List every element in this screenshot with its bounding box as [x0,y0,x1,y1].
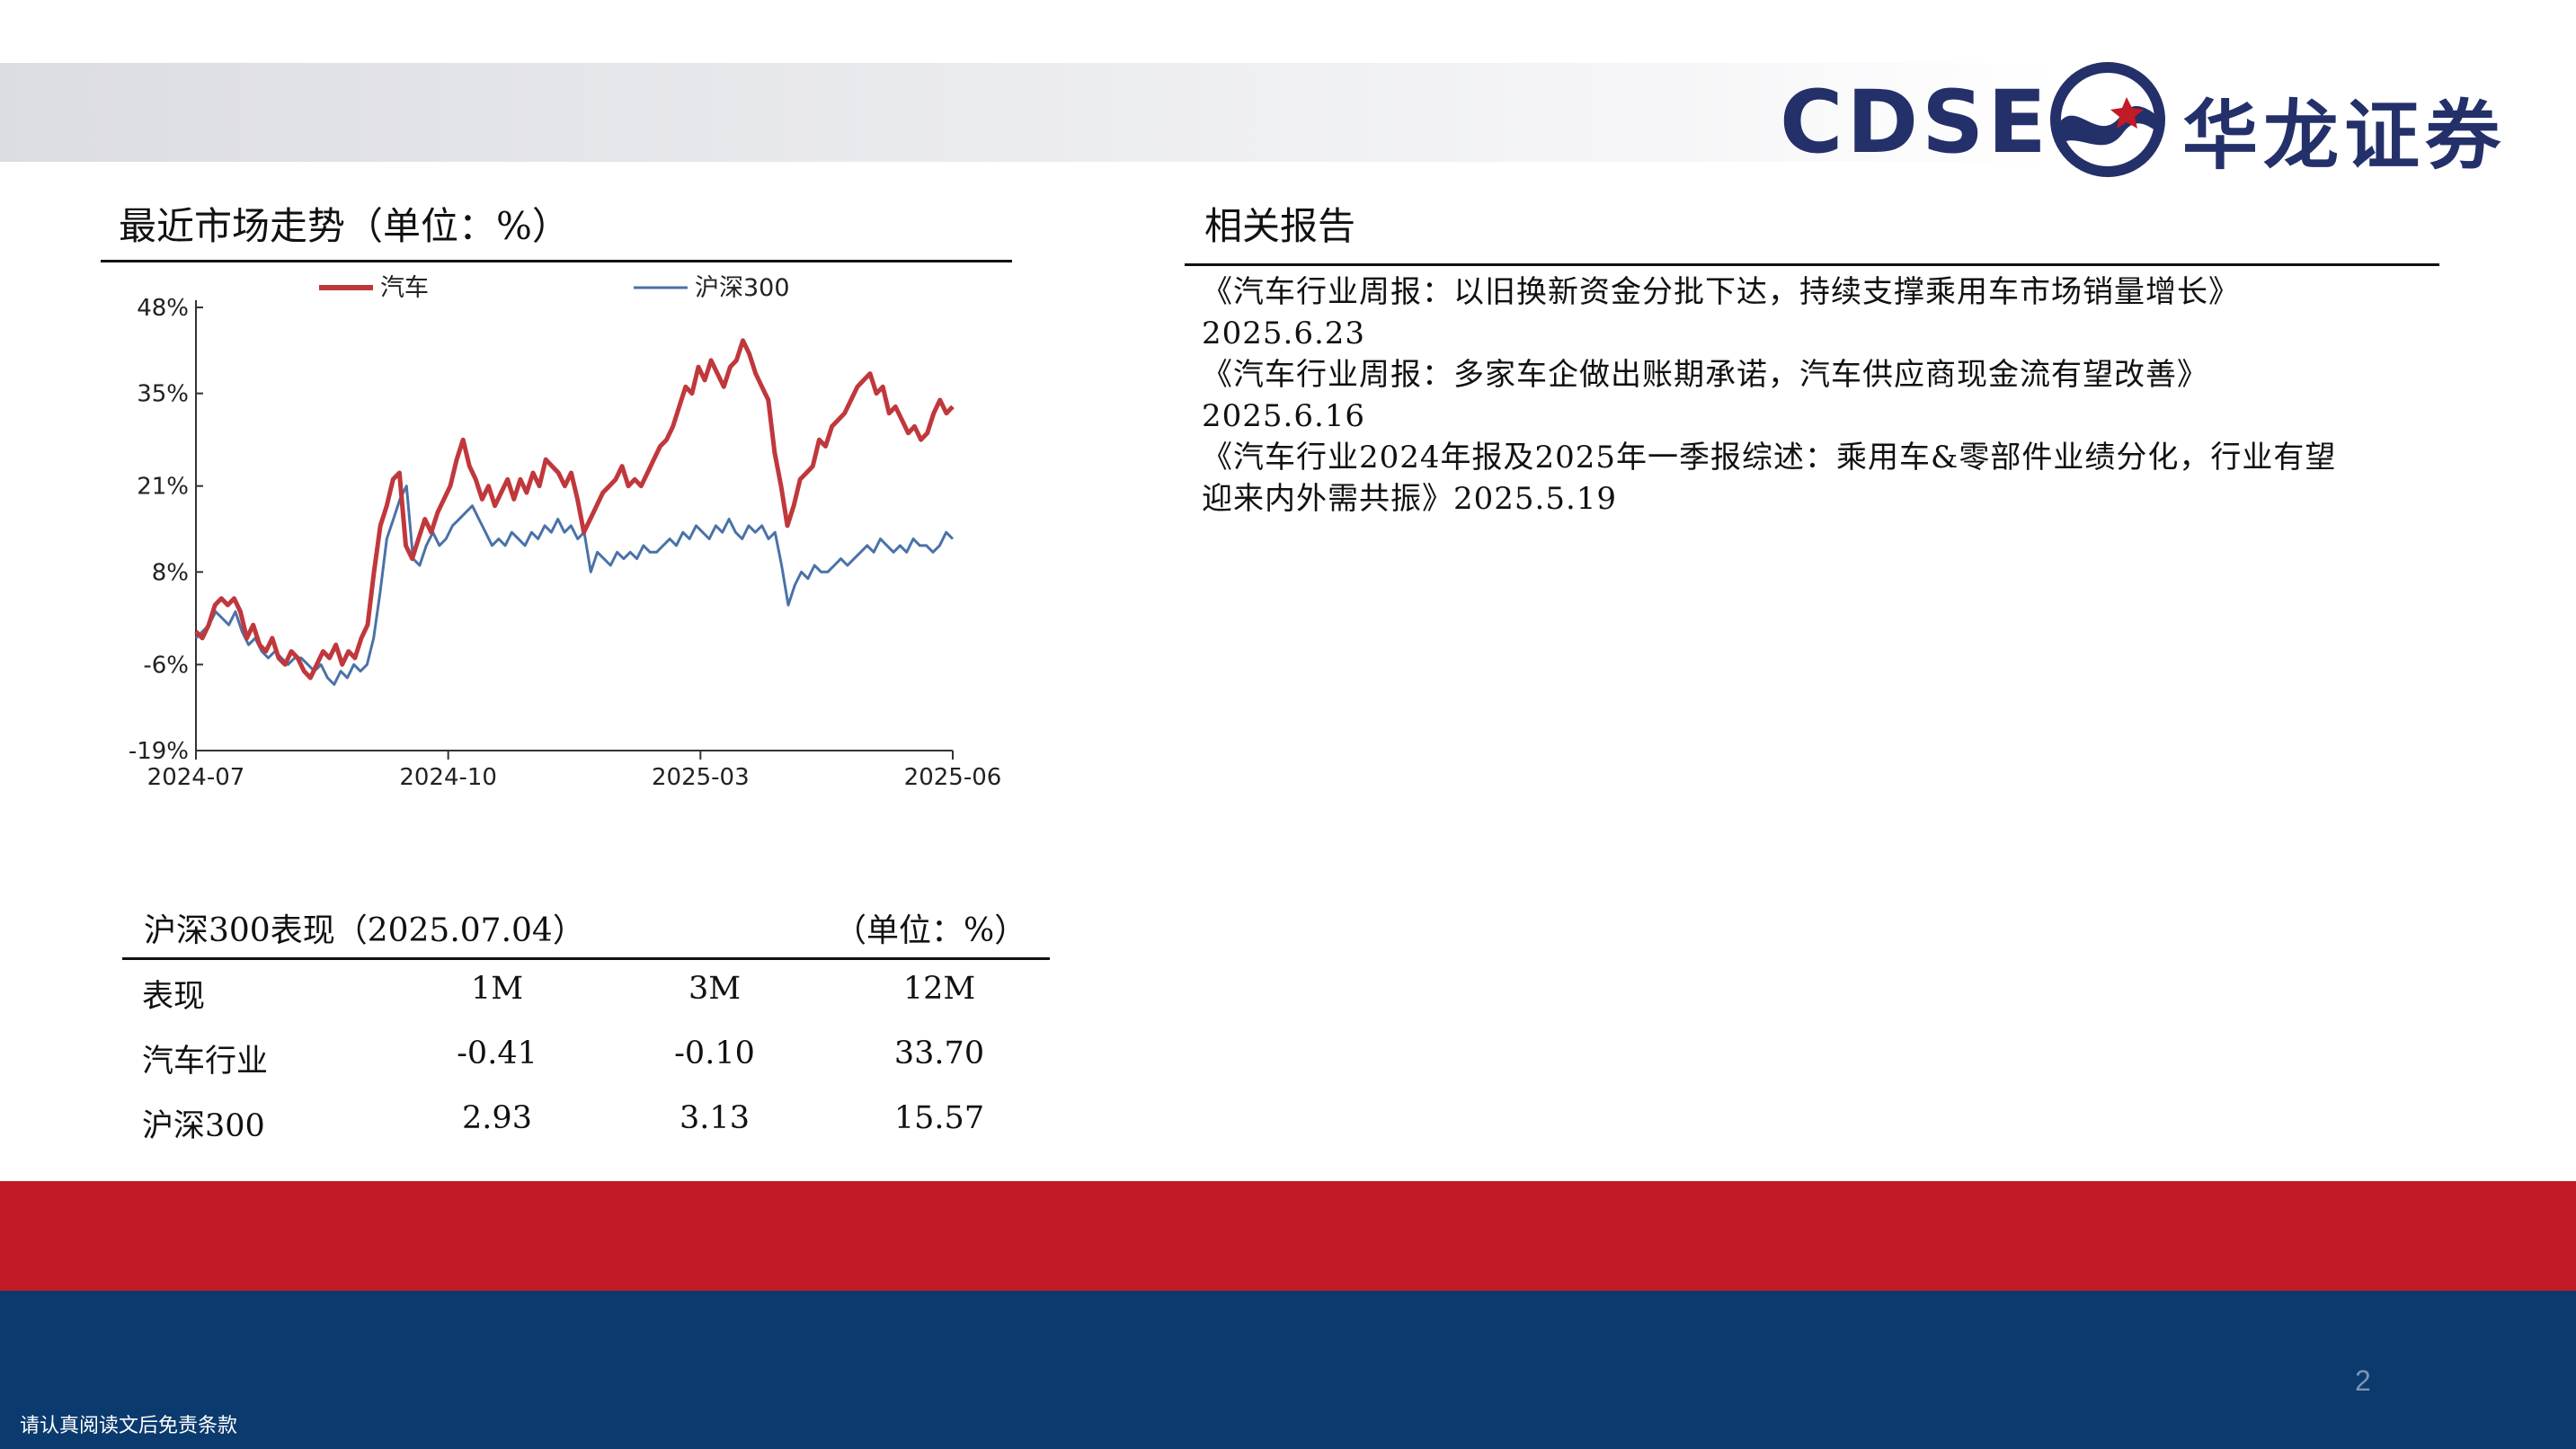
y-tick-label: -19% [129,738,189,765]
report-line[interactable]: 迎来内外需共振》2025.5.19 [1202,481,1618,517]
series-line-hs300 [194,484,955,686]
x-tick-label: 2024-10 [399,764,497,791]
footer-red-band [0,1181,2576,1291]
footer-blue-band [0,1291,2576,1449]
logo-text-en: CDSE [1780,72,2050,173]
legend-label: 沪深300 [695,274,790,302]
legend-label: 汽车 [380,274,429,302]
company-logo: CDSE 华龙证券 [1780,56,2517,182]
series-line-auto [194,338,955,680]
table-header-cell: 表现 [142,979,206,1015]
table-cell: 汽车行业 [142,1044,269,1080]
y-tick-label: 8% [152,559,189,586]
related-reports-title: 相关报告 [1204,204,1356,248]
performance-unit: （单位：%） [834,912,1027,949]
market-trend-rule [101,260,1012,262]
related-reports-list: 《汽车行业周报：以旧换新资金分批下达，持续支撑乘用车市场销量增长》 2025.6… [1202,271,2460,520]
table-cell: -0.41 [457,1036,537,1071]
logo-mark-icon [2050,62,2165,177]
report-line[interactable]: 《汽车行业周报：以旧换新资金分批下达，持续支撑乘用车市场销量增长》 [1202,274,2240,310]
x-tick-label: 2025-03 [652,764,750,791]
table-cell: 3.13 [680,1100,750,1136]
table-cell: -0.10 [674,1036,755,1071]
market-trend-chart: 48% 35% 21% 8% -6% -19%2024-07 2024-10 2025-03 2… [129,274,1002,791]
y-tick-label: 48% [137,295,189,322]
logo-text-cn: 华龙证券 [2182,92,2507,180]
report-line[interactable]: 《汽车行业周报：多家车企做出账期承诺，汽车供应商现金流有望改善》 [1202,357,2208,393]
table-cell: 沪深300 [142,1108,265,1144]
table-cell: 33.70 [893,1036,985,1071]
page-number: 2 [2355,1365,2371,1397]
table-header-cell: 3M [688,971,742,1007]
x-tick-label: 2025-06 [904,764,1002,791]
performance-rule [122,957,1050,960]
report-line[interactable]: 《汽车行业2024年报及2025年一季报综述：乘用车&零部件业绩分化，行业有望 [1202,440,2337,476]
y-tick-label: 21% [137,474,189,501]
table-cell: 2.93 [462,1100,532,1136]
market-trend-title: 最近市场走势（单位：%） [119,204,570,248]
x-tick-label: 2024-07 [147,764,245,791]
table-header-cell: 1M [470,971,524,1007]
table-cell: 15.57 [893,1100,985,1136]
report-line: 2025.6.23 [1202,316,1366,351]
y-tick-label: 35% [137,381,189,408]
disclaimer-link[interactable]: 请认真阅读文后免责条款 [20,1415,238,1437]
report-line: 2025.6.16 [1202,398,1366,434]
related-reports-rule [1185,263,2439,266]
table-header-cell: 12M [902,971,976,1007]
performance-title: 沪深300表现（2025.07.04） [144,912,585,949]
y-tick-label: -6% [143,652,189,679]
